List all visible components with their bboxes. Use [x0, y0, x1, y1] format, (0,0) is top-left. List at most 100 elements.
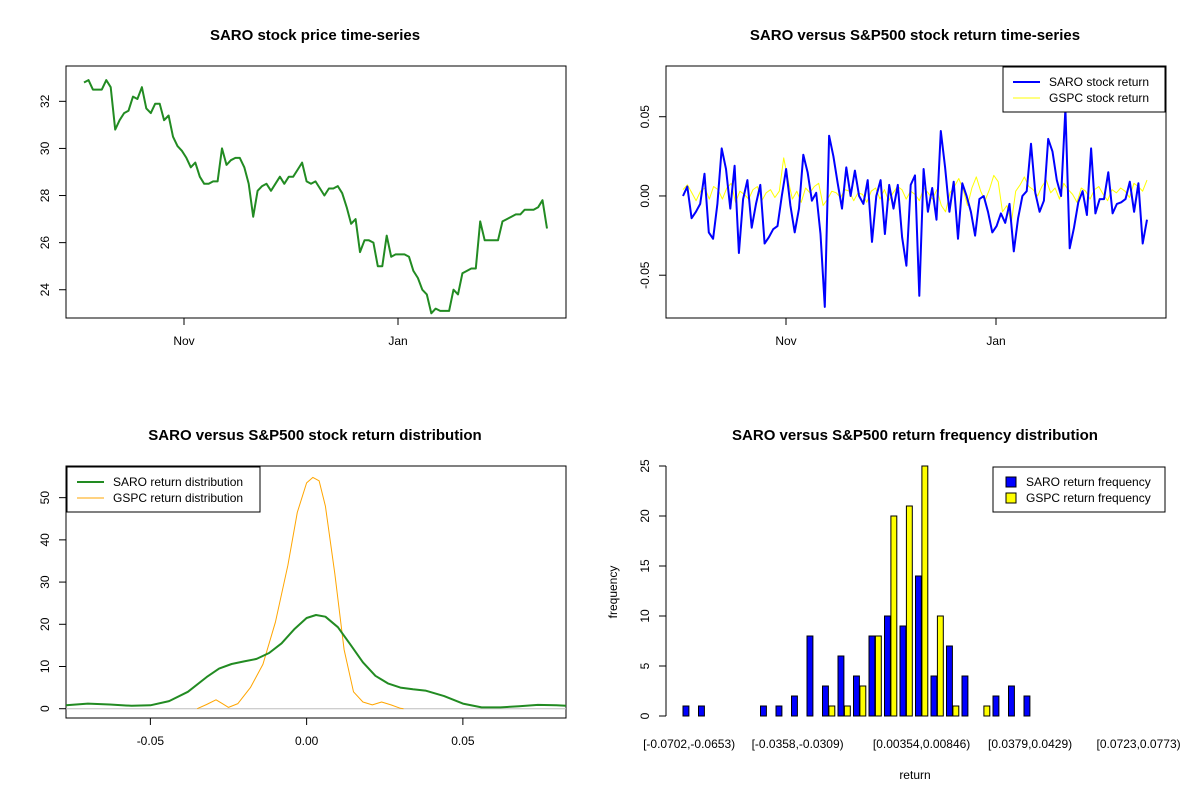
density-y-tick-label: 30 [38, 575, 52, 589]
saro-return-line [682, 107, 1148, 308]
gspc-frequency-bar [921, 465, 929, 717]
histogram-y-tick-label: 0 [638, 712, 652, 719]
gspc-density-curve [196, 476, 404, 710]
saro-frequency-bar [915, 575, 922, 717]
saro-frequency-bar [946, 645, 953, 717]
price-x-axis: Nov Jan [173, 318, 408, 348]
saro-frequency-bar [822, 685, 829, 717]
histogram-x-axis-label: return [899, 768, 930, 782]
saro-frequency-bar [806, 635, 814, 717]
histogram-y-tick-label: 20 [638, 509, 652, 523]
panel-returns: SARO versus S&P500 stock return time-ser… [638, 27, 1167, 348]
saro-frequency-bar [698, 705, 705, 717]
histogram-legend-swatch-saro [1005, 476, 1017, 488]
histogram-x-tick-label: [0.00354,0.00846) [873, 737, 970, 751]
gspc-frequency-bar [874, 635, 882, 717]
price-plot-frame [65, 65, 567, 319]
density-legend-label-saro: SARO return distribution [113, 475, 243, 489]
returns-legend-box [1002, 66, 1166, 113]
returns-legend-label-saro: SARO stock return [1049, 75, 1149, 89]
histogram-legend-label-saro: SARO return frequency [1026, 475, 1151, 489]
density-x-axis: -0.05 0.00 0.05 [137, 717, 475, 748]
gspc-frequency-bar [843, 705, 851, 717]
price-x-tick-label-nov: Nov [173, 334, 194, 348]
gspc-frequency-bar [890, 515, 898, 717]
histogram-y-axis-label: frequency [606, 566, 620, 619]
panel-density: SARO versus S&P500 stock return distribu… [38, 427, 567, 748]
histogram-legend-swatch-gspc [1005, 492, 1017, 504]
histogram-x-tick-label: [0.0379,0.0429) [988, 737, 1072, 751]
density-legend: SARO return distribution GSPC return dis… [66, 466, 261, 513]
returns-series [682, 107, 1148, 308]
density-y-axis: 0 10 20 30 40 50 [38, 491, 67, 712]
saro-frequency-bar [1023, 695, 1031, 717]
saro-frequency-bar [992, 695, 1000, 717]
saro-frequency-bar [1008, 685, 1015, 717]
saro-frequency-bar [791, 695, 798, 717]
histogram-y-tick-label: 5 [638, 662, 652, 669]
returns-chart-title: SARO versus S&P500 stock return time-ser… [750, 27, 1080, 44]
histogram-y-tick-label: 15 [638, 559, 652, 573]
saro-frequency-bar [682, 705, 690, 717]
gspc-frequency-bar [983, 705, 991, 717]
saro-frequency-bar [884, 615, 891, 717]
histogram-y-tick-label: 10 [638, 609, 652, 623]
price-y-tick-label: 30 [38, 141, 52, 155]
density-series [65, 476, 567, 710]
saro-frequency-bar [775, 705, 783, 717]
saro-frequency-bar [899, 625, 907, 717]
saro-frequency-bar [961, 675, 969, 717]
density-y-tick-label: 0 [38, 705, 52, 712]
price-y-tick-label: 32 [38, 94, 52, 108]
gspc-frequency-bar [952, 705, 960, 717]
gspc-frequency-bar [905, 505, 913, 717]
histogram-x-tick-label: [-0.0358,-0.0309) [752, 737, 844, 751]
panel-histogram: SARO versus S&P500 return frequency dist… [606, 427, 1181, 782]
panel-price: SARO stock price time-series 2426283032 … [38, 27, 567, 348]
price-line [83, 79, 548, 315]
histogram-x-tick-label: [-0.0702,-0.0653) [643, 737, 735, 751]
saro-frequency-bar [837, 655, 845, 717]
returns-legend-label-gspc: GSPC stock return [1049, 91, 1149, 105]
returns-y-tick-label: 0.00 [638, 184, 652, 208]
price-y-tick-label: 26 [38, 236, 52, 250]
gspc-frequency-bar [859, 685, 867, 717]
gspc-frequency-bar [828, 705, 836, 717]
histogram-y-tick-label: 25 [638, 459, 652, 473]
saro-frequency-bar [868, 635, 876, 717]
saro-frequency-bar [930, 675, 938, 717]
density-y-tick-label: 50 [38, 491, 52, 505]
density-y-tick-label: 20 [38, 617, 52, 631]
returns-x-axis: Nov Jan [775, 318, 1006, 348]
histogram-legend-label-gspc: GSPC return frequency [1026, 491, 1151, 505]
density-x-tick-label: -0.05 [137, 734, 165, 748]
histogram-y-axis: 0 5 10 15 20 25 [638, 459, 667, 719]
returns-x-tick-label-jan: Jan [986, 334, 1005, 348]
price-y-axis: 24 26 28 30 32 [38, 94, 67, 297]
histogram-x-tick-label: [0.0723,0.0773) [1097, 737, 1181, 751]
histogram-chart-title: SARO versus S&P500 return frequency dist… [732, 427, 1098, 444]
histogram-x-tick-labels: [-0.0702,-0.0653) [-0.0358,-0.0309) [0.003… [643, 737, 1181, 751]
saro-frequency-bar [760, 705, 767, 717]
returns-y-tick-label: -0.05 [638, 261, 652, 289]
price-series [83, 79, 548, 315]
price-y-tick-label: 28 [38, 189, 52, 203]
saro-density-curve [65, 614, 567, 709]
density-x-tick-label: 0.00 [295, 734, 319, 748]
density-legend-label-gspc: GSPC return distribution [113, 491, 243, 505]
returns-x-tick-label-nov: Nov [775, 334, 796, 348]
returns-legend: SARO stock return GSPC stock return [1002, 66, 1166, 113]
histogram-legend-box [992, 466, 1166, 513]
gspc-frequency-bar [936, 615, 944, 717]
density-legend-box [66, 466, 261, 513]
price-x-tick-label-jan: Jan [388, 334, 407, 348]
returns-y-tick-label: 0.05 [638, 105, 652, 129]
density-chart-title: SARO versus S&P500 stock return distribu… [148, 427, 481, 444]
price-y-tick-label: 24 [38, 283, 52, 297]
histogram-legend: SARO return frequency GSPC return freque… [992, 466, 1166, 513]
saro-frequency-bar [853, 675, 860, 717]
density-x-tick-label: 0.05 [451, 734, 475, 748]
density-y-tick-label: 40 [38, 533, 52, 547]
returns-y-axis: -0.05 0.00 0.05 [638, 105, 667, 289]
